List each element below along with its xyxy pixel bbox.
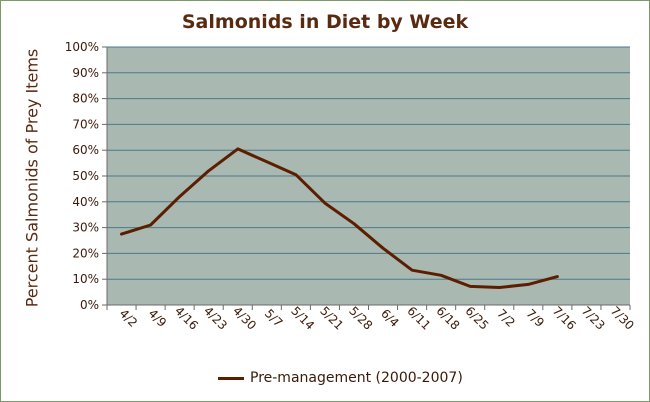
y-tick-label: 20%	[72, 246, 99, 260]
x-tick-label: 7/23	[579, 304, 608, 333]
data-point	[498, 286, 501, 289]
y-tick-label: 50%	[72, 169, 99, 183]
y-tick-label: 70%	[72, 117, 99, 131]
x-tick-label: 6/25	[463, 304, 492, 333]
x-tick-label: 6/11	[404, 304, 433, 333]
data-point	[120, 232, 123, 236]
gridlines	[102, 46, 631, 310]
data-point	[323, 201, 327, 205]
y-tick-label: 10%	[72, 272, 99, 286]
data-point	[265, 160, 269, 164]
data-point	[352, 222, 356, 225]
y-tick-label: 40%	[72, 195, 99, 209]
x-tick-label: 7/16	[550, 304, 579, 333]
x-tick-label: 5/28	[346, 304, 375, 333]
x-tick-label: 6/18	[433, 304, 462, 333]
data-point	[410, 268, 414, 272]
data-point	[207, 169, 210, 173]
x-tick-label: 7/30	[608, 304, 637, 333]
x-tick-label: 7/2	[494, 306, 518, 330]
data-point	[178, 195, 181, 198]
y-tick-labels: 0% 10% 20% 30% 40% 50% 60% 70% 80% 90% 100%	[65, 40, 99, 312]
y-tick-label: 80%	[72, 92, 99, 106]
data-point	[294, 173, 298, 176]
chart-title: Salmonids in Diet by Week	[181, 11, 469, 33]
data-point	[556, 275, 559, 278]
data-point	[149, 223, 152, 227]
data-point	[439, 274, 443, 277]
data-point	[381, 247, 385, 250]
x-tick-label: 5/14	[288, 304, 317, 333]
data-point	[527, 283, 530, 286]
x-tick-label: 5/21	[317, 304, 346, 333]
data-point	[468, 285, 472, 288]
x-tick-label: 6/4	[378, 306, 402, 330]
series-line	[120, 147, 559, 289]
y-tick-label: 0%	[80, 298, 99, 312]
legend: Pre-management (2000-2007)	[218, 368, 463, 388]
y-tick-label: 30%	[72, 221, 99, 235]
x-tick-label: 4/9	[146, 306, 170, 330]
legend-label: Pre-management (2000-2007)	[250, 370, 463, 386]
x-tick-label: 4/16	[172, 304, 201, 333]
x-tick-label: 4/2	[117, 306, 141, 330]
legend-swatch	[218, 376, 244, 380]
y-tick-label: 90%	[72, 66, 99, 80]
x-tick-label: 4/30	[230, 304, 259, 333]
data-point	[236, 147, 239, 151]
y-tick-label: 100%	[65, 40, 99, 54]
y-tick-label: 60%	[72, 143, 99, 157]
series-layer	[120, 147, 559, 289]
x-tick-label: 4/23	[201, 304, 230, 333]
x-tick-label: 5/7	[262, 306, 286, 330]
x-tick-label: 7/9	[523, 306, 547, 330]
